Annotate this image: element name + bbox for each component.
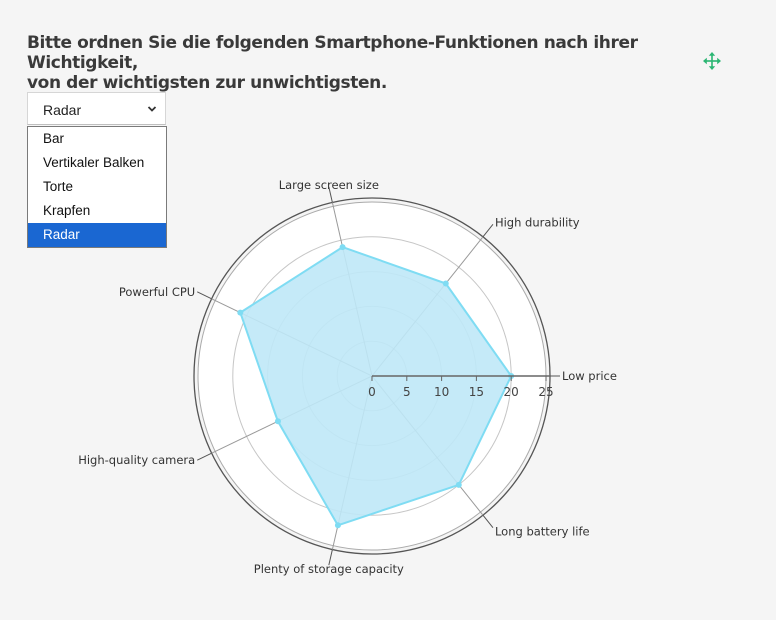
move-arrows-icon[interactable] bbox=[703, 52, 721, 70]
radar-scale-label-0: 0 bbox=[368, 385, 376, 399]
radar-label-leader-5 bbox=[328, 186, 333, 203]
chart-type-options-list: Bar Vertikaler Balken Torte Krapfen Rada… bbox=[27, 126, 167, 248]
radar-axis-label-2: Plenty of storage capacity bbox=[254, 562, 404, 576]
radar-scale-label-5: 25 bbox=[538, 385, 553, 399]
chevron-down-icon bbox=[147, 106, 157, 112]
chart-type-option-bar[interactable]: Bar bbox=[43, 131, 65, 146]
question-title-line-1: Bitte ordnen Sie die folgenden Smartphon… bbox=[27, 33, 638, 73]
radar-scale-label-1: 5 bbox=[403, 385, 411, 399]
radar-label-leader-4 bbox=[196, 291, 212, 300]
chart-type-option-pie[interactable]: Torte bbox=[43, 179, 74, 194]
radar-label-leader-1 bbox=[482, 514, 494, 528]
chart-type-option-radar[interactable]: Radar bbox=[28, 223, 166, 247]
radar-data-point-6 bbox=[442, 280, 449, 287]
radar-axis-label-1: Long battery life bbox=[495, 525, 590, 539]
radar-axis-label-3: High-quality camera bbox=[78, 453, 195, 467]
radar-label-leader-2 bbox=[328, 549, 333, 566]
radar-scale-label-4: 20 bbox=[504, 385, 519, 399]
question-title: Bitte ordnen Sie die folgenden Smartphon… bbox=[27, 33, 707, 93]
chart-type-select[interactable]: Radar bbox=[27, 92, 166, 125]
radar-data-point-5 bbox=[339, 244, 346, 251]
radar-axis-label-4: Powerful CPU bbox=[119, 285, 195, 299]
radar-axis-label-0: Low price bbox=[562, 369, 617, 383]
radar-data-point-1 bbox=[455, 481, 462, 488]
chart-type-option-donut[interactable]: Krapfen bbox=[43, 203, 91, 218]
radar-scale-label-3: 15 bbox=[469, 385, 484, 399]
radar-data-point-2 bbox=[334, 522, 341, 529]
radar-axis-label-6: High durability bbox=[495, 215, 580, 229]
chart-type-option-vertical-bar[interactable]: Vertikaler Balken bbox=[43, 155, 145, 170]
radar-label-leader-3 bbox=[196, 452, 212, 461]
radar-label-leader-6 bbox=[482, 224, 494, 238]
radar-data-area bbox=[239, 245, 513, 527]
radar-scale-label-2: 10 bbox=[434, 385, 449, 399]
chart-type-selected-value: Radar bbox=[43, 102, 82, 118]
question-title-line-2: von der wichtigsten zur unwichtigsten. bbox=[27, 73, 387, 93]
radar-data-point-4 bbox=[237, 309, 244, 316]
radar-data-point-3 bbox=[274, 418, 281, 425]
radar-axis-label-5: Large screen size bbox=[279, 178, 379, 192]
